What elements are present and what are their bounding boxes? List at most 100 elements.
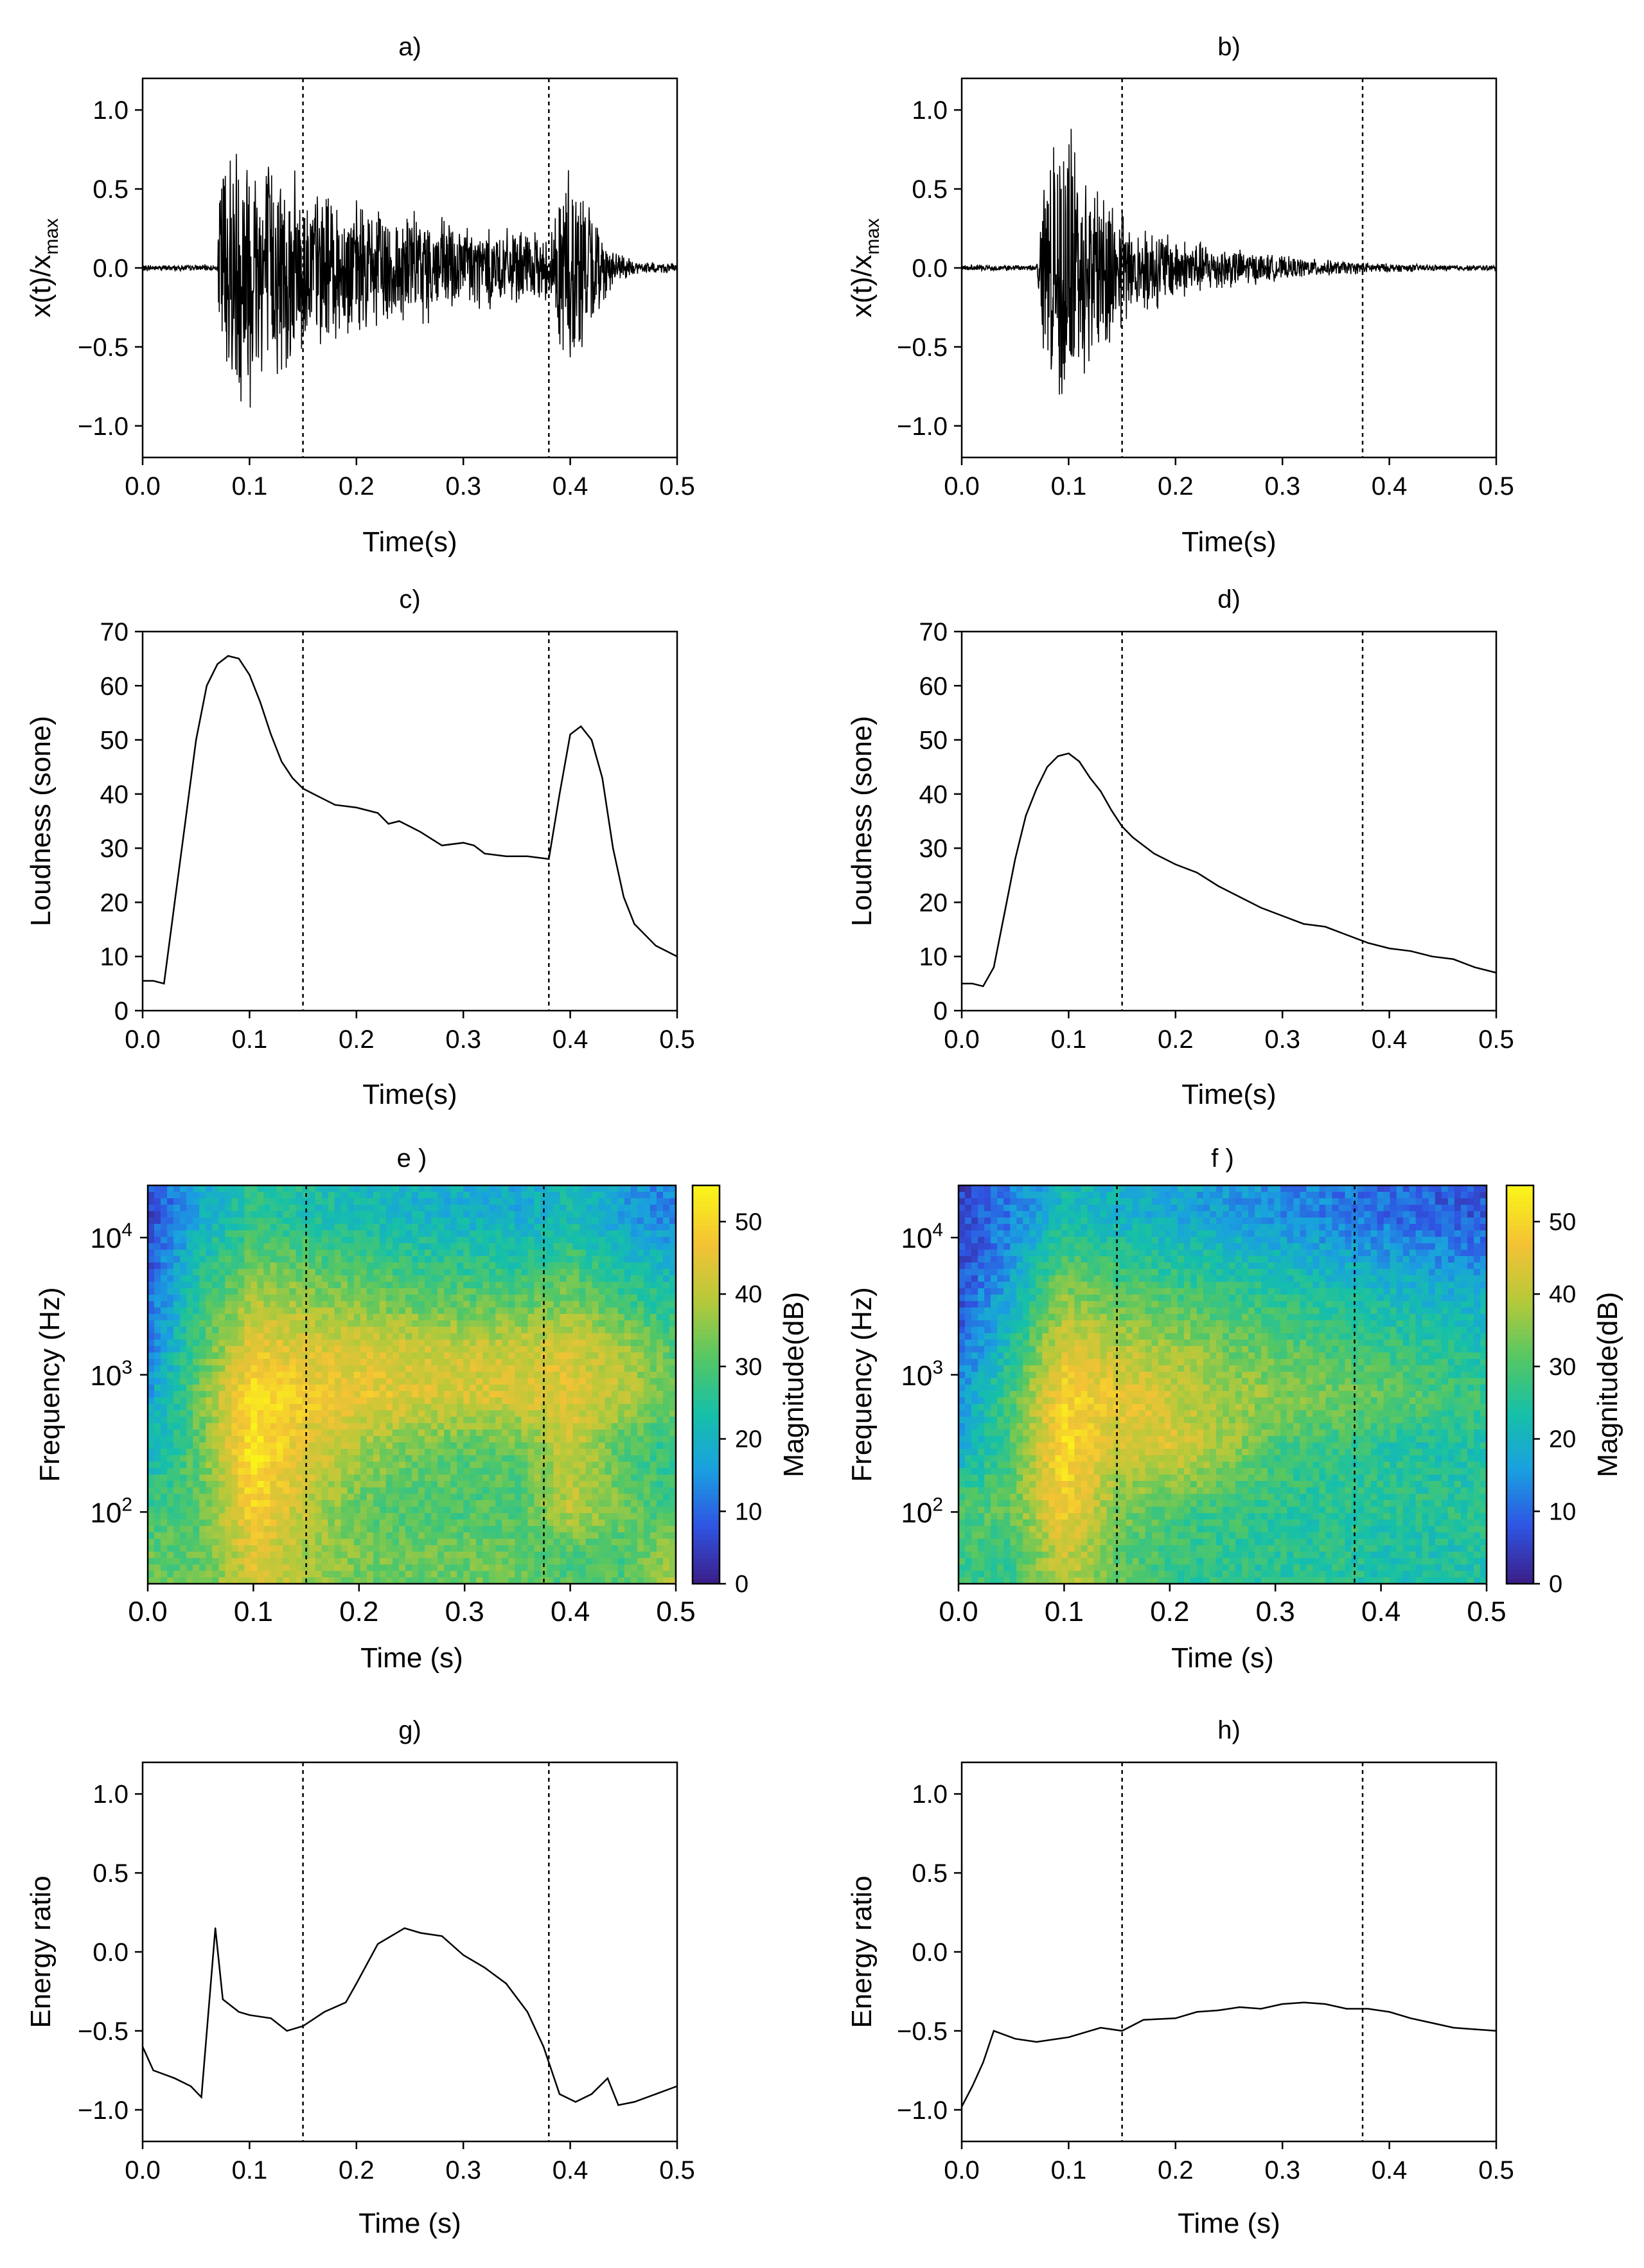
spectrogram-cell [296, 1539, 303, 1546]
spectrogram-cell [508, 1385, 516, 1392]
spectrogram-cell [508, 1340, 516, 1347]
spectrogram-cell [585, 1365, 593, 1372]
spectrogram-cell [624, 1237, 632, 1244]
spectrogram-cell [244, 1468, 252, 1475]
spectrogram-cell [637, 1487, 644, 1494]
spectrogram-cell [412, 1365, 419, 1372]
spectrogram-cell [489, 1256, 497, 1263]
spectrogram-cell [193, 1391, 200, 1398]
spectrogram-cell [218, 1577, 226, 1584]
spectrogram-cell [463, 1385, 470, 1392]
spectrogram-cell [263, 1526, 271, 1533]
spectrogram-cell [502, 1378, 509, 1385]
spectrogram-cell [470, 1269, 477, 1276]
spectrogram-cell [547, 1218, 554, 1225]
spectrogram-cell [412, 1288, 419, 1295]
spectrogram-cell [515, 1442, 522, 1449]
spectrogram-cell [328, 1513, 335, 1520]
spectrogram-cell [592, 1192, 599, 1199]
spectrogram-cell [418, 1404, 425, 1411]
spectrogram-cell [547, 1532, 554, 1539]
spectrogram-cell [373, 1192, 380, 1199]
spectrogram-cell [366, 1410, 374, 1417]
spectrogram-cell [167, 1558, 174, 1565]
spectrogram-cell [289, 1545, 297, 1552]
spectrogram-cell [630, 1385, 638, 1392]
spectrogram-cell [257, 1385, 265, 1392]
spectrogram-cell [180, 1211, 187, 1218]
spectrogram-cell [244, 1301, 252, 1308]
spectrogram-cell [527, 1564, 535, 1572]
spectrogram-cell [154, 1320, 161, 1327]
spectrogram-cell [212, 1218, 219, 1225]
spectrogram-cell [161, 1577, 168, 1584]
spectrogram-cell [489, 1526, 497, 1533]
spectrogram-cell [173, 1185, 181, 1192]
spectrogram-cell [585, 1327, 593, 1334]
spectrogram-cell [251, 1397, 258, 1404]
spectrogram-cell [238, 1185, 245, 1192]
spectrogram-cell [296, 1519, 303, 1527]
spectrogram-cell [257, 1442, 265, 1449]
spectrogram-cell [605, 1365, 612, 1372]
spectrogram-cell [495, 1500, 503, 1507]
spectrogram-cell [308, 1211, 316, 1218]
spectrogram-cell [425, 1275, 432, 1282]
spectrogram-cell [572, 1442, 580, 1449]
spectrogram-cell [450, 1455, 457, 1462]
spectrogram-cell [206, 1571, 213, 1578]
spectrogram-cell [463, 1519, 470, 1527]
spectrogram-cell [173, 1275, 181, 1282]
spectrogram-cell [637, 1205, 644, 1212]
spectrogram-cell [161, 1552, 168, 1559]
spectrogram-cell [283, 1307, 290, 1315]
spectrogram-cell [392, 1205, 400, 1212]
spectrogram-cell [315, 1417, 323, 1424]
spectrogram-cell [263, 1430, 271, 1437]
spectrogram-cell [399, 1230, 406, 1237]
spectrogram-cell [579, 1532, 587, 1539]
spectrogram-cell [218, 1243, 226, 1250]
spectrogram-cell [392, 1397, 400, 1404]
spectrogram-cell [527, 1526, 535, 1533]
spectrogram-cell [431, 1513, 438, 1520]
spectrogram-cell [315, 1577, 323, 1584]
spectrogram-cell [605, 1564, 612, 1572]
spectrogram-cell [502, 1301, 509, 1308]
spectrogram-cell [347, 1410, 355, 1417]
spectrogram-cell [218, 1449, 226, 1456]
spectrogram-cell [289, 1462, 297, 1469]
spectrogram-cell [418, 1558, 425, 1565]
spectrogram-cell [334, 1307, 342, 1315]
spectrogram-cell [270, 1340, 278, 1347]
spectrogram-cell [470, 1475, 477, 1482]
spectrogram-cell [302, 1404, 310, 1411]
spectrogram-cell [502, 1346, 509, 1353]
spectrogram-cell [154, 1237, 161, 1244]
spectrogram-cell [218, 1423, 226, 1430]
spectrogram-cell [360, 1359, 367, 1366]
spectrogram-cell [199, 1397, 206, 1404]
spectrogram-cell [385, 1558, 393, 1565]
spectrogram-cell [418, 1250, 425, 1257]
spectrogram-cell [283, 1468, 290, 1475]
spectrogram-cell [418, 1378, 425, 1385]
spectrogram-cell [399, 1352, 406, 1360]
spectrogram-cell [385, 1391, 393, 1398]
spectrogram-cell [296, 1564, 303, 1572]
spectrogram-cell [276, 1564, 284, 1572]
spectrogram-cell [180, 1500, 187, 1507]
spectrogram-cell [515, 1577, 522, 1584]
spectrogram-cell [527, 1301, 535, 1308]
spectrogram-cell [186, 1475, 193, 1482]
spectrogram-cell [347, 1372, 355, 1379]
series-line [962, 752, 1497, 988]
spectrogram-cell [353, 1558, 361, 1565]
spectrogram-cell [585, 1340, 593, 1347]
spectrogram-cell [173, 1288, 181, 1295]
spectrogram-cell [315, 1462, 323, 1469]
spectrogram-cell [263, 1262, 271, 1270]
spectrogram-cell [231, 1417, 239, 1424]
spectrogram-cell [167, 1275, 174, 1282]
spectrogram-cell [347, 1192, 355, 1199]
